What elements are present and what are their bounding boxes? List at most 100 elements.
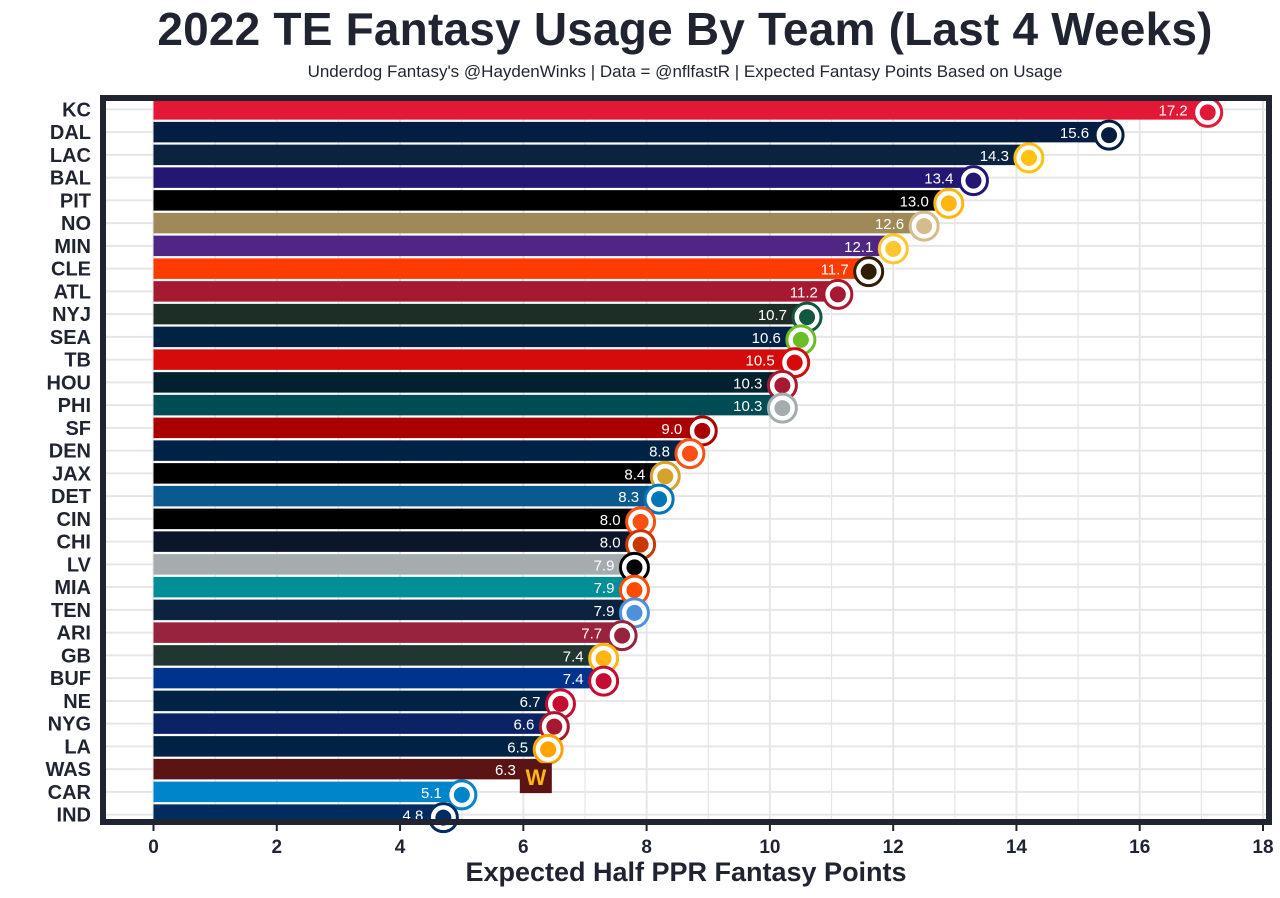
value-label-car: 5.1 (421, 785, 442, 802)
team-label-lv: LV (67, 554, 92, 576)
was-logo-icon: W (519, 763, 552, 794)
bar-tb (153, 349, 801, 370)
bar-nyg (153, 713, 561, 734)
la-logo-icon (532, 733, 564, 765)
value-label-det: 8.3 (618, 489, 639, 506)
team-label-tb: TB (64, 350, 91, 372)
value-label-chi: 8.0 (600, 535, 621, 552)
value-label-dal: 15.6 (1060, 125, 1089, 142)
bar-ne (153, 690, 567, 712)
team-label-ari: ARI (57, 623, 91, 645)
kc-logo-icon (1192, 96, 1224, 128)
bar-min (153, 235, 900, 257)
value-label-cin: 8.0 (600, 512, 621, 529)
bar-jax (153, 463, 672, 484)
bar-den (153, 440, 696, 461)
chart-title: 2022 TE Fantasy Usage By Team (Last 4 We… (157, 3, 1213, 55)
x-axis-label: Expected Half PPR Fantasy Points (465, 857, 906, 887)
team-label-buf: BUF (50, 668, 91, 690)
team-label-dal: DAL (50, 122, 91, 144)
value-label-ten: 7.9 (594, 603, 615, 620)
value-label-kc: 17.2 (1158, 102, 1187, 119)
bar-sf (153, 417, 709, 439)
team-label-nyj: NYJ (52, 304, 91, 326)
team-label-atl: ATL (54, 281, 91, 303)
chart-subtitle: Underdog Fantasy's @HaydenWinks | Data =… (307, 62, 1063, 81)
gb-logo-icon (588, 642, 620, 674)
bar-cin (153, 508, 647, 530)
x-tick-label: 8 (641, 837, 652, 858)
team-label-den: DEN (49, 441, 91, 463)
bar-mia (153, 576, 641, 598)
team-label-la: LA (64, 736, 91, 758)
svg-text:W: W (525, 765, 546, 790)
ari-logo-icon (606, 620, 638, 652)
min-logo-icon (877, 233, 909, 265)
team-label-cle: CLE (51, 259, 91, 281)
value-label-cle: 11.7 (821, 262, 849, 279)
value-label-atl: 11.2 (790, 284, 818, 301)
team-label-mia: MIA (54, 577, 91, 599)
x-tick-label: 10 (759, 837, 780, 858)
bar-dal (153, 121, 1116, 143)
chi-logo-icon (625, 529, 657, 561)
value-label-no: 12.6 (875, 216, 904, 233)
bar-bal (153, 167, 980, 188)
bar-was (153, 758, 542, 780)
team-label-sf: SF (65, 418, 91, 440)
team-label-cin: CIN (57, 509, 91, 531)
det-logo-icon (643, 483, 675, 515)
value-label-sf: 9.0 (661, 421, 682, 438)
x-tick-label: 12 (883, 837, 904, 858)
den-logo-icon (674, 438, 706, 470)
bar-atl (153, 281, 844, 302)
value-label-nyg: 6.6 (513, 717, 534, 734)
x-axis-ticks: 0 2 4 6 8 10 12 14 16 18 (148, 825, 1274, 858)
team-label-hou: HOU (47, 372, 91, 394)
bar-ten (153, 599, 641, 621)
value-label-bal: 13.4 (924, 171, 953, 188)
value-label-lac: 14.3 (980, 148, 1009, 165)
team-label-car: CAR (48, 782, 92, 804)
bar-hou (153, 372, 789, 393)
value-label-sea: 10.6 (752, 330, 781, 347)
team-label-chi: CHI (57, 532, 91, 554)
bar-no (153, 212, 931, 234)
team-logos: W (427, 96, 1224, 834)
value-label-buf: 7.4 (563, 671, 584, 688)
value-labels: 17.2 15.6 14.3 13.4 13.0 12.612.1 11.711.210.7… (403, 102, 1188, 824)
bar-car (153, 781, 468, 803)
team-label-bal: BAL (50, 168, 91, 190)
x-tick-label: 18 (1252, 837, 1273, 858)
team-label-min: MIN (54, 236, 91, 258)
x-tick-label: 2 (271, 837, 282, 858)
team-label-gb: GB (61, 645, 91, 667)
value-label-den: 8.8 (649, 444, 670, 461)
x-tick-label: 4 (395, 837, 406, 858)
bar-la (153, 736, 555, 757)
team-label-ind: IND (57, 805, 91, 827)
bal-logo-icon (957, 165, 989, 197)
value-label-pit: 13.0 (900, 193, 929, 210)
bar-gb (153, 645, 610, 666)
bar-kc (153, 99, 1214, 120)
value-label-gb: 7.4 (563, 648, 584, 665)
sf-logo-icon (686, 415, 718, 447)
value-label-nyj: 10.7 (758, 307, 787, 324)
team-label-pit: PIT (60, 190, 91, 212)
no-logo-icon (908, 210, 940, 242)
team-label-sea: SEA (50, 327, 91, 349)
lac-logo-icon (1013, 142, 1045, 174)
value-label-phi: 10.3 (733, 398, 762, 415)
value-label-ari: 7.7 (581, 626, 602, 643)
bar-det (153, 485, 666, 507)
bar-sea (153, 326, 807, 348)
bar-cle (153, 258, 875, 279)
team-label-lac: LAC (50, 145, 91, 167)
x-tick-label: 0 (148, 837, 159, 858)
cle-logo-icon (853, 256, 885, 288)
team-label-nyg: NYG (48, 714, 91, 736)
ne-logo-icon (544, 688, 576, 720)
team-label-was: WAS (45, 759, 91, 781)
